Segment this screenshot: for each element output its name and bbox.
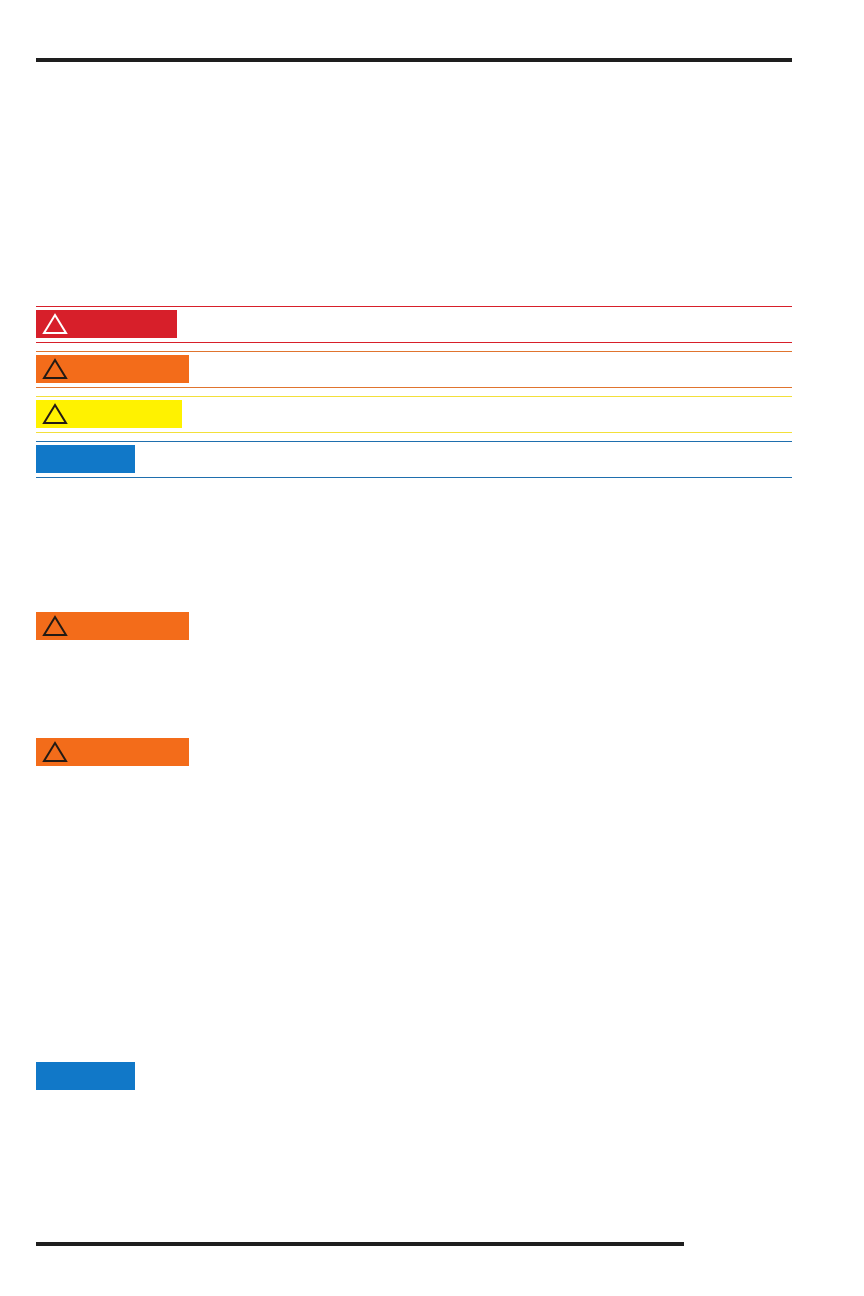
warning-label — [36, 738, 189, 766]
warning-triangle-icon — [42, 403, 68, 424]
danger-rule-top — [36, 306, 792, 307]
caution-rule-top — [36, 396, 792, 397]
warning-label — [36, 355, 189, 383]
header-rule — [36, 58, 792, 62]
warning-triangle-icon — [42, 358, 68, 379]
notice-rule-top — [36, 441, 792, 442]
warning-triangle-icon — [42, 313, 68, 334]
notice-label — [36, 1062, 135, 1090]
warning-triangle-icon — [42, 615, 68, 636]
warning-rule-bottom — [36, 387, 792, 388]
danger-rule-bottom — [36, 342, 792, 343]
notice-label — [36, 445, 135, 473]
caution-label — [36, 400, 182, 428]
warning-rule-top — [36, 351, 792, 352]
warning-triangle-icon — [42, 741, 68, 762]
warning-label — [36, 612, 189, 640]
footer-rule — [36, 1242, 684, 1246]
caution-rule-bottom — [36, 432, 792, 433]
notice-rule-bottom — [36, 477, 792, 478]
danger-label — [36, 310, 177, 338]
